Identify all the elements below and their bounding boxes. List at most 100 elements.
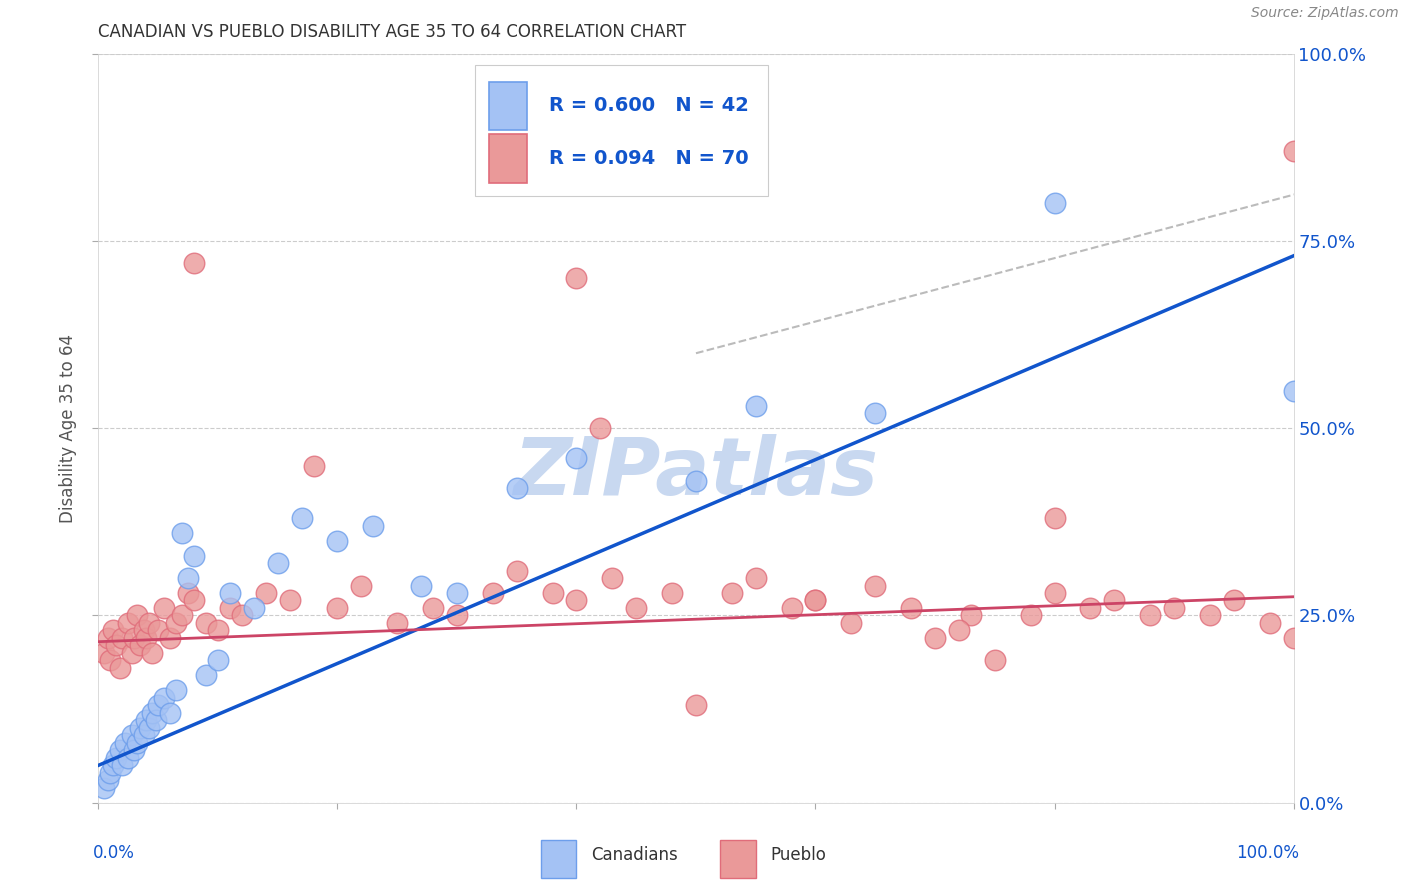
Point [1199, 608, 1222, 623]
Point [254, 586, 277, 600]
Point [177, 586, 200, 600]
Point [121, 646, 143, 660]
Point [589, 421, 612, 435]
Point [125, 608, 148, 623]
Point [129, 721, 152, 735]
Point [219, 601, 242, 615]
Point [422, 601, 444, 615]
Point [132, 728, 155, 742]
Point [1282, 144, 1305, 158]
Point [93, 646, 115, 660]
Point [125, 736, 148, 750]
Point [291, 511, 314, 525]
FancyBboxPatch shape [541, 840, 576, 878]
Point [135, 631, 157, 645]
Text: Canadians: Canadians [591, 847, 678, 864]
Point [385, 615, 409, 630]
Text: CANADIAN VS PUEBLO DISABILITY AGE 35 TO 64 CORRELATION CHART: CANADIAN VS PUEBLO DISABILITY AGE 35 TO … [98, 23, 686, 41]
Point [98, 765, 122, 780]
Point [183, 549, 205, 563]
Point [219, 586, 242, 600]
Point [565, 593, 588, 607]
Point [105, 639, 128, 653]
Point [481, 586, 505, 600]
Point [1258, 615, 1281, 630]
Point [111, 758, 134, 772]
Point [984, 653, 1007, 667]
Point [363, 518, 385, 533]
Y-axis label: Disability Age 35 to 64: Disability Age 35 to 64 [59, 334, 77, 523]
Point [105, 751, 128, 765]
Point [661, 586, 683, 600]
Point [565, 271, 588, 285]
Point [960, 608, 983, 623]
Point [565, 451, 588, 466]
Text: Pueblo: Pueblo [770, 847, 825, 864]
Point [148, 624, 170, 638]
Point [159, 706, 181, 720]
Point [172, 526, 194, 541]
Point [231, 608, 253, 623]
Point [685, 474, 707, 488]
Point [172, 608, 194, 623]
Point [326, 601, 349, 615]
Point [948, 624, 970, 638]
Point [1019, 608, 1042, 623]
Point [183, 593, 205, 607]
Point [117, 615, 139, 630]
Point [602, 571, 624, 585]
Point [97, 773, 120, 788]
Text: R = 0.600   N = 42: R = 0.600 N = 42 [548, 96, 749, 115]
Point [302, 458, 325, 473]
Point [183, 256, 205, 270]
Point [111, 631, 134, 645]
Point [350, 578, 373, 592]
Point [101, 758, 124, 772]
Point [114, 736, 136, 750]
Point [132, 624, 155, 638]
Point [924, 631, 946, 645]
Text: Source: ZipAtlas.com: Source: ZipAtlas.com [1251, 6, 1399, 21]
FancyBboxPatch shape [489, 134, 527, 183]
Point [121, 728, 143, 742]
Point [267, 556, 290, 570]
Point [141, 646, 163, 660]
FancyBboxPatch shape [489, 82, 527, 130]
Point [138, 721, 160, 735]
Point [177, 571, 200, 585]
Point [745, 571, 768, 585]
Point [124, 631, 146, 645]
Point [841, 615, 863, 630]
Point [93, 780, 115, 795]
Point [721, 586, 744, 600]
Point [1282, 631, 1305, 645]
Text: ZIPatlas: ZIPatlas [513, 434, 879, 512]
Point [506, 564, 529, 578]
Point [243, 601, 266, 615]
Point [159, 631, 181, 645]
Point [207, 653, 229, 667]
Point [195, 668, 218, 682]
Point [780, 601, 803, 615]
Point [411, 578, 433, 592]
Point [1080, 601, 1102, 615]
Point [1163, 601, 1185, 615]
Point [153, 601, 176, 615]
Point [1043, 196, 1066, 211]
Point [108, 661, 131, 675]
Point [446, 608, 468, 623]
Point [1139, 608, 1161, 623]
Text: 100.0%: 100.0% [1236, 844, 1299, 862]
Point [865, 406, 887, 420]
Text: 0.0%: 0.0% [93, 844, 135, 862]
Point [326, 533, 349, 548]
Point [141, 706, 163, 720]
Point [207, 624, 229, 638]
Point [153, 690, 176, 705]
Point [129, 639, 152, 653]
Point [506, 481, 529, 495]
FancyBboxPatch shape [720, 840, 756, 878]
Point [165, 615, 187, 630]
Point [1104, 593, 1126, 607]
Point [1043, 511, 1066, 525]
